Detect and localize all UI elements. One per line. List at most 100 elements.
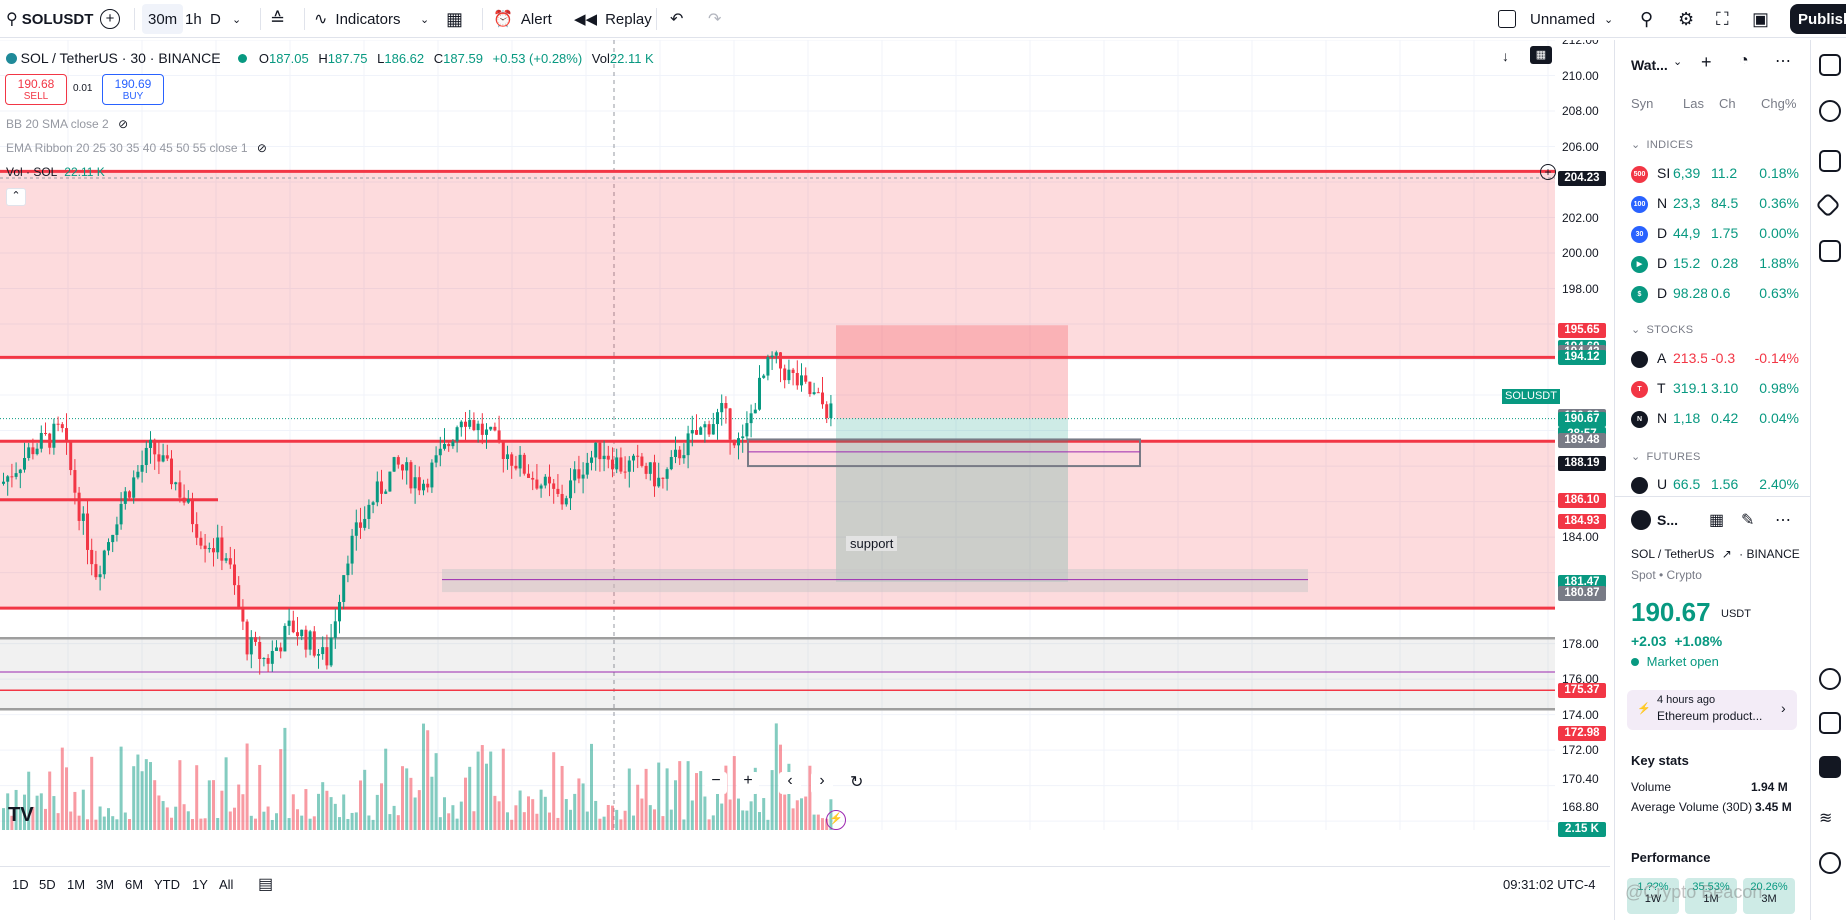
templates-icon[interactable]: ▦ [446,8,464,29]
range-1y[interactable]: 1Y [192,877,208,892]
replay-button[interactable]: ◀◀ Replay [574,0,652,38]
volume-bar [363,769,367,830]
watchlist-row[interactable]: $ D 98.28 0.6 0.63% [1615,279,1811,309]
help-icon[interactable] [1819,852,1841,874]
candles-icon[interactable]: ≙ [270,8,286,29]
scroll-left-icon[interactable]: ‹ [779,772,801,794]
col-change[interactable]: Ch [1719,96,1736,111]
volume-label: Volume [1631,780,1672,794]
col-last[interactable]: Las [1683,96,1704,111]
chat-icon[interactable] [1819,240,1841,262]
zoom-out-icon[interactable]: − [705,772,727,794]
edit-note-icon[interactable]: ✎ [1741,512,1755,529]
reset-chart-icon[interactable]: ↻ [850,774,864,791]
chevron-down-icon[interactable]: ⌄ [1604,13,1614,26]
interval-1h[interactable]: 1h [185,10,202,28]
symbol-search[interactable]: ⚲ SOLUSDT [6,0,93,38]
sell-button[interactable]: 190.68 SELL [5,74,67,105]
candle-up [590,457,593,463]
chevron-down-icon[interactable]: ⌄ [420,13,430,26]
undo-icon[interactable]: ↶ [670,11,684,28]
lightning-icon[interactable]: ⚡ [826,810,846,830]
performance-tile[interactable]: 20.26% 3M [1743,878,1795,914]
add-alert-plus-icon[interactable]: + [1540,164,1556,180]
interval-d[interactable]: D [210,10,221,28]
more-options-icon[interactable]: ⋯ [1775,512,1791,529]
open-grid-icon[interactable]: ▦ [1709,512,1725,529]
ema-indicator-legend[interactable]: EMA Ribbon 20 25 30 35 40 45 50 55 close… [6,141,267,155]
performance-tile[interactable]: 35.53% 1M [1685,878,1737,914]
buy-button[interactable]: 190.69 BUY [102,74,164,105]
interval-30m[interactable]: 30m [142,4,184,34]
details-name[interactable]: SOL / TetherUS [1631,547,1715,561]
section-stocks[interactable]: ⌄ STOCKS [1631,324,1694,336]
collapse-legend-icon[interactable]: ⌃ [6,188,26,206]
price-chart[interactable] [0,40,1610,840]
section-futures[interactable]: ⌄ FUTURES [1631,451,1701,463]
watchlist-row[interactable]: T T 319.1 3.10 0.98% [1615,374,1811,404]
range-all[interactable]: All [219,877,234,892]
apps-grid-icon[interactable] [1819,756,1841,778]
chart-area[interactable]: SOL / TetherUS · 30 · BINANCE O187.05 H1… [0,40,1610,840]
more-options-icon[interactable]: ⋯ [1775,53,1791,70]
quick-search-icon[interactable]: ⚲ [1640,8,1654,29]
watchlist-row[interactable]: 30 D 44,9 1.75 0.00% [1615,219,1811,249]
alerts-clock-icon[interactable] [1819,100,1841,122]
candle-down [510,454,514,466]
watchlist-row[interactable]: N N 1,18 0.42 0.04% [1615,404,1811,434]
range-5d[interactable]: 5D [39,877,56,892]
range-1d[interactable]: 1D [12,877,29,892]
date-range-icon[interactable]: ▤ [258,876,274,893]
broadcast-icon[interactable]: ≋ [1819,810,1833,827]
range-6m[interactable]: 6M [125,877,144,892]
range-1m[interactable]: 1M [67,877,86,892]
section-indices[interactable]: ⌄ INDICES [1631,139,1694,151]
speedometer-icon[interactable] [1819,668,1841,690]
watchlist-row[interactable]: A 213.5 -0.3 -0.14% [1615,344,1811,374]
layers-icon[interactable] [1815,192,1841,218]
camera-icon[interactable]: ▣ [1752,8,1770,29]
scroll-down-arrow-icon[interactable]: ↓ [1502,48,1509,64]
publish-button[interactable]: Publish [1790,4,1846,34]
watchlist-title[interactable]: Wat... [1631,57,1668,73]
candle-up [812,392,816,395]
range-ytd[interactable]: YTD [154,877,180,892]
performance-tile[interactable]: 1.??% 1W [1627,878,1679,914]
watchlist-row[interactable]: 100 N 23,3 84.5 0.36% [1615,189,1811,219]
volume-indicator-legend[interactable]: Vol · SOL 22.11 K [6,165,105,179]
col-symbol[interactable]: Syn [1631,96,1654,111]
col-change-pct[interactable]: Chg% [1761,96,1797,111]
eye-hidden-icon[interactable]: ⊘ [256,141,267,155]
external-link-icon[interactable]: ↗ [1721,547,1732,561]
calendar-icon[interactable] [1819,712,1841,734]
eye-hidden-icon[interactable]: ⊘ [118,117,129,131]
scroll-right-icon[interactable]: › [811,772,833,794]
fullscreen-icon[interactable]: ⛶ [1716,8,1729,29]
redo-icon[interactable]: ↷ [708,11,722,28]
support-annotation[interactable]: support [846,536,898,551]
price-tick: 174.00 [1562,707,1599,722]
clock-timezone[interactable]: 09:31:02 UTC-4 [1503,877,1596,892]
compare-plus-icon[interactable]: + [100,0,120,38]
candle-down [548,476,551,484]
chart-menu-icon[interactable]: ▦ [1530,46,1552,64]
add-symbol-plus-icon[interactable]: + [1701,52,1712,72]
settings-gear-icon[interactable]: ⚙ [1678,8,1695,29]
range-3m[interactable]: 3M [96,877,115,892]
pie-chart-icon[interactable]: ◔ [1739,52,1749,69]
layout-toggle[interactable]: Unnamed [1498,0,1595,38]
watchlist-row[interactable]: U 66.5 1.56 2.40% [1615,470,1811,496]
watchlist-icon[interactable] [1819,54,1841,76]
chevron-down-icon[interactable]: ⌄ [1673,56,1683,68]
price-label: 186.10 [1558,492,1606,508]
news-card[interactable]: ⚡ 4 hours ago Ethereum product... › [1627,690,1797,730]
watchlist-row[interactable]: 500 SI 6,39 11.2 0.18% [1615,159,1811,189]
bb-indicator-legend[interactable]: BB 20 SMA close 2 ⊘ [6,117,128,131]
zoom-in-icon[interactable]: + [737,772,759,794]
alert-button[interactable]: ⏰ Alert [493,0,552,38]
status-dot-icon [1631,658,1639,666]
chevron-down-icon[interactable]: ⌄ [232,13,242,26]
indicators-button[interactable]: ∿ Indicators [314,0,400,38]
watchlist-row[interactable]: ▶ D 15.2 0.28 1.88% [1615,249,1811,279]
object-tree-icon[interactable] [1819,150,1841,172]
